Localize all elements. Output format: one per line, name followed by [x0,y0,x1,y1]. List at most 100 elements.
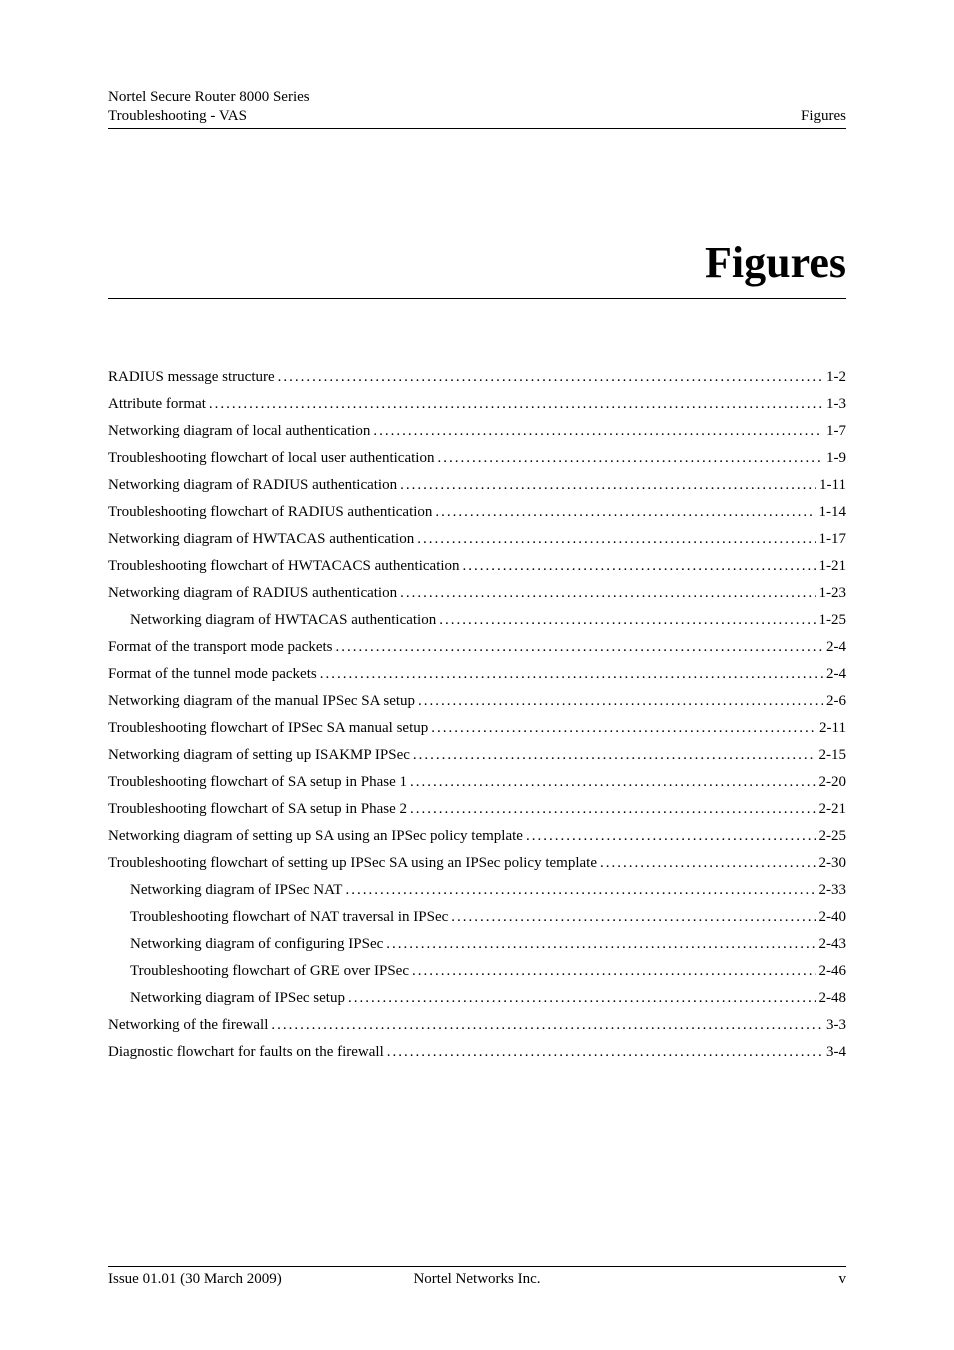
toc-row: Networking diagram of configuring IPSec 2… [108,936,846,953]
toc-leader-dots [431,720,816,737]
toc-leader-dots [400,477,816,494]
toc-row: Networking of the firewall 3-3 [108,1017,846,1034]
toc-row: Troubleshooting flowchart of NAT travers… [108,909,846,926]
toc-row: Networking diagram of RADIUS authenticat… [108,585,846,602]
toc-row: Networking diagram of HWTACAS authentica… [108,612,846,629]
toc-row: Networking diagram of RADIUS authenticat… [108,477,846,494]
page-footer: Issue 01.01 (30 March 2009) Nortel Netwo… [108,1266,846,1288]
toc-page-number: 2-33 [819,882,847,899]
toc-leader-dots [417,531,815,548]
toc-page-number: 1-3 [826,396,846,413]
toc-leader-dots [526,828,816,845]
toc-label: Format of the tunnel mode packets [108,666,317,683]
toc-page-number: 1-21 [819,558,847,575]
toc-leader-dots [271,1017,823,1034]
toc-row: Attribute format 1-3 [108,396,846,413]
toc-leader-dots [320,666,823,683]
toc-page-number: 1-11 [819,477,846,494]
toc-page-number: 1-23 [819,585,847,602]
toc-label: Networking diagram of HWTACAS authentica… [108,531,414,548]
toc-label: Networking diagram of IPSec setup [130,990,345,1007]
toc-leader-dots [413,747,816,764]
toc-page-number: 1-2 [826,369,846,386]
figures-toc: RADIUS message structure1-2 Attribute for… [108,369,846,1061]
toc-leader-dots [410,801,815,818]
toc-label: Diagnostic flowchart for faults on the f… [108,1044,384,1061]
toc-row: Format of the tunnel mode packets 2-4 [108,666,846,683]
toc-page-number: 2-21 [819,801,847,818]
toc-page-number: 2-48 [819,990,847,1007]
toc-label: Networking diagram of RADIUS authenticat… [108,585,397,602]
toc-leader-dots [387,1044,823,1061]
toc-page-number: 2-4 [826,666,846,683]
toc-page-number: 2-15 [819,747,847,764]
toc-label: Networking diagram of IPSec NAT [130,882,342,899]
toc-label: Networking of the firewall [108,1017,268,1034]
toc-leader-dots [439,612,815,629]
toc-row: Networking diagram of setting up SA usin… [108,828,846,845]
toc-page-number: 2-4 [826,639,846,656]
toc-label: Troubleshooting flowchart of HWTACACS au… [108,558,460,575]
toc-leader-dots [437,450,823,467]
toc-page-number: 2-11 [819,720,846,737]
toc-leader-dots [451,909,815,926]
toc-row: RADIUS message structure1-2 [108,369,846,386]
toc-row: Networking diagram of IPSec setup 2-48 [108,990,846,1007]
toc-row: Networking diagram of HWTACAS authentica… [108,531,846,548]
toc-page-number: 1-14 [819,504,847,521]
toc-label: Troubleshooting flowchart of setting up … [108,855,597,872]
toc-page-number: 2-6 [826,693,846,710]
toc-page-number: 1-7 [826,423,846,440]
toc-leader-dots [386,936,815,953]
toc-row: Troubleshooting flowchart of setting up … [108,855,846,872]
toc-leader-dots [410,774,815,791]
toc-page-number: 3-3 [826,1017,846,1034]
toc-label: Troubleshooting flowchart of NAT travers… [130,909,448,926]
toc-page-number: 1-9 [826,450,846,467]
toc-label: Attribute format [108,396,206,413]
toc-leader-dots [435,504,815,521]
toc-leader-dots [348,990,816,1007]
toc-label: Networking diagram of RADIUS authenticat… [108,477,397,494]
toc-label: Networking diagram of setting up SA usin… [108,828,523,845]
header-left: Nortel Secure Router 8000 Series Trouble… [108,88,310,126]
toc-leader-dots [373,423,823,440]
page-title: Figures [108,237,846,299]
toc-label: Troubleshooting flowchart of IPSec SA ma… [108,720,428,737]
toc-leader-dots [463,558,816,575]
toc-label: Networking diagram of local authenticati… [108,423,370,440]
toc-row: Format of the transport mode packets2-4 [108,639,846,656]
header-product: Nortel Secure Router 8000 Series [108,88,310,107]
toc-label: Networking diagram of the manual IPSec S… [108,693,415,710]
toc-page-number: 2-25 [819,828,847,845]
toc-row: Troubleshooting flowchart of GRE over IP… [108,963,846,980]
header-doc-title: Troubleshooting - VAS [108,107,310,126]
toc-page-number: 2-46 [819,963,847,980]
toc-leader-dots [278,369,823,386]
toc-page-number: 2-43 [819,936,847,953]
toc-leader-dots [400,585,815,602]
toc-row: Networking diagram of local authenticati… [108,423,846,440]
toc-row: Troubleshooting flowchart of SA setup in… [108,774,846,791]
toc-page-number: 1-17 [819,531,847,548]
toc-page-number: 1-25 [819,612,847,629]
toc-label: Troubleshooting flowchart of SA setup in… [108,774,407,791]
page-header: Nortel Secure Router 8000 Series Trouble… [108,88,846,129]
toc-row: Troubleshooting flowchart of SA setup in… [108,801,846,818]
toc-row: Networking diagram of the manual IPSec S… [108,693,846,710]
toc-label: Troubleshooting flowchart of RADIUS auth… [108,504,432,521]
toc-label: Networking diagram of configuring IPSec [130,936,383,953]
toc-row: Networking diagram of setting up ISAKMP … [108,747,846,764]
toc-row: Diagnostic flowchart for faults on the f… [108,1044,846,1061]
header-right: Figures [801,107,846,126]
footer-company: Nortel Networks Inc. [108,1271,846,1288]
toc-leader-dots [412,963,816,980]
toc-label: Troubleshooting flowchart of GRE over IP… [130,963,409,980]
toc-page-number: 3-4 [826,1044,846,1061]
toc-page-number: 2-20 [819,774,847,791]
toc-row: Networking diagram of IPSec NAT 2-33 [108,882,846,899]
toc-leader-dots [418,693,823,710]
toc-page-number: 2-30 [819,855,847,872]
toc-label: Networking diagram of HWTACAS authentica… [130,612,436,629]
toc-page-number: 2-40 [819,909,847,926]
